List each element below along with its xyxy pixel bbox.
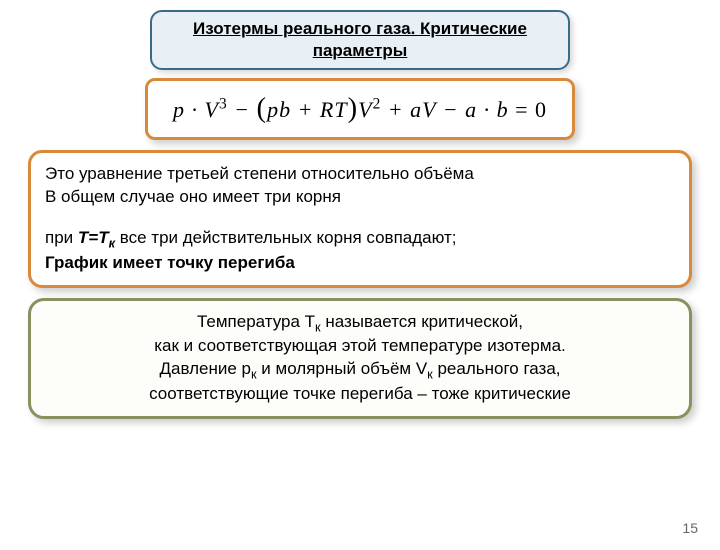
crit-l4-text: соответствующие точке перегиба – тоже (149, 384, 474, 403)
exp-line3-post: все три действительных корня совпадают; (115, 228, 456, 247)
eq-V: V (205, 97, 219, 122)
crit-line1: Температура Tк называется критической, (49, 311, 671, 336)
crit-l1-post: называется (321, 312, 422, 331)
crit-l3-pre: Давление (159, 359, 241, 378)
exp-line2: В общем случае оно имеет три корня (45, 186, 675, 209)
exp-line3-T: T=T (78, 228, 109, 247)
eq-p: p (173, 97, 185, 122)
exp-line4: График имеет точку перегиба (45, 252, 675, 275)
eq-dot1: · (185, 97, 205, 122)
crit-l3-p: p (242, 359, 251, 378)
crit-line2: как и соответствующая этой температуре и… (49, 335, 671, 358)
crit-l3-post: реального газа, (433, 359, 561, 378)
exp-spacer (45, 209, 675, 227)
crit-line4: соответствующие точке перегиба – тоже кр… (49, 383, 671, 406)
critical-box: Температура Tк называется критической, к… (28, 298, 692, 419)
crit-l1-comma: , (518, 312, 523, 331)
equation-box: p · V3 − (pb + RT)V2 + aV − a · b = 0 (145, 78, 575, 140)
slide-title: Изотермы реального газа. Критические пар… (150, 10, 570, 70)
eq-pb: pb (267, 97, 291, 122)
exp-line3-pre: при (45, 228, 78, 247)
eq-RT: RT (320, 97, 348, 122)
page-number: 15 (682, 520, 698, 536)
eq-V2: V (358, 97, 372, 122)
eq-minus2: − (436, 97, 465, 122)
eq-dot2: · (477, 97, 497, 122)
crit-l4-crit: критические (474, 384, 571, 403)
eq-minus1: − (228, 97, 257, 122)
exp-line1: Это уравнение третьей степени относитель… (45, 163, 675, 186)
eq-rparen: ) (348, 93, 359, 124)
eq-plus2: + (381, 97, 410, 122)
eq-lparen: ( (257, 93, 268, 124)
eq-eq0: = 0 (509, 97, 547, 122)
eq-a: a (465, 97, 477, 122)
crit-l3-mid: и молярный объём (257, 359, 416, 378)
crit-line3: Давление pк и молярный объём Vк реальног… (49, 358, 671, 383)
exp-line3: при T=Tк все три действительных корня со… (45, 227, 675, 252)
crit-l1-T: T (305, 312, 315, 331)
eq-exp3: 3 (219, 96, 228, 113)
crit-l1-pre: Температура (197, 312, 305, 331)
crit-l1-crit: критической (421, 312, 518, 331)
eq-plus1: + (291, 97, 320, 122)
eq-exp2: 2 (373, 96, 382, 113)
explanation-box: Это уравнение третьей степени относитель… (28, 150, 692, 287)
eq-aV: aV (410, 97, 436, 122)
crit-l3-V: V (416, 359, 427, 378)
eq-b: b (497, 97, 509, 122)
